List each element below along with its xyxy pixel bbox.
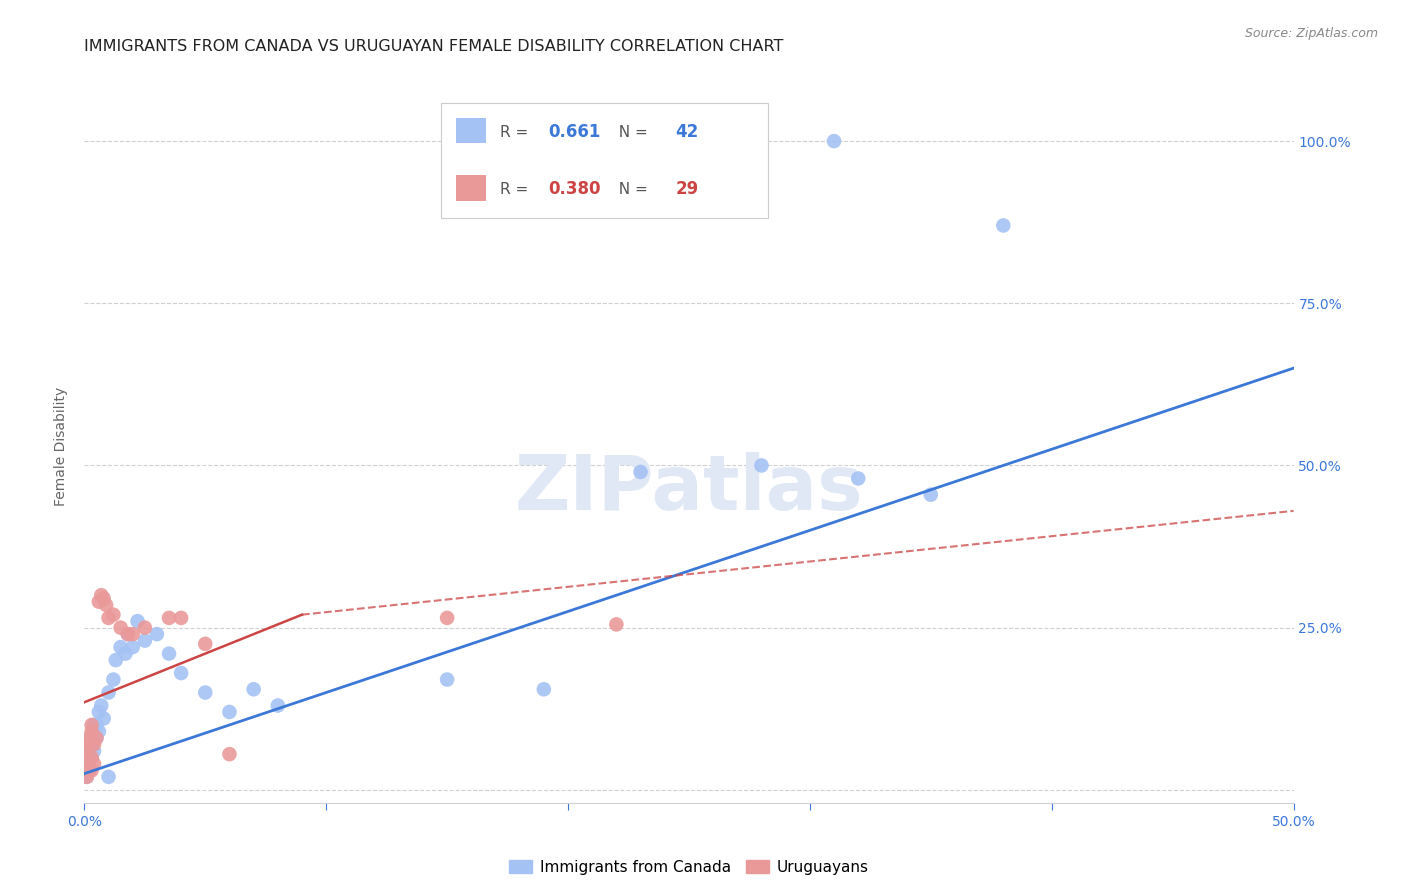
Text: R =: R = [501,125,533,139]
Point [110,640,132,654]
Point [87,724,110,739]
Point [157,647,180,661]
Point [218,705,240,719]
Point [117,627,139,641]
Point [86,731,108,745]
Point [97,770,120,784]
Point [114,647,136,661]
Point [218,747,240,761]
Point [920,488,942,502]
Point [93,591,115,606]
Point [242,682,264,697]
Text: 29: 29 [676,180,699,198]
Point [77,756,100,771]
Point [127,614,149,628]
Point [83,744,105,758]
Point [605,617,627,632]
Point [436,673,458,687]
FancyBboxPatch shape [456,118,486,144]
Point [90,588,112,602]
Text: 0.661: 0.661 [548,123,600,141]
Point [97,611,120,625]
Point [83,718,105,732]
Point [90,698,112,713]
Point [76,770,98,784]
FancyBboxPatch shape [456,175,486,201]
Point [846,471,869,485]
Point [83,724,105,739]
Point [170,611,193,625]
Point [121,640,143,654]
Point [823,134,845,148]
Text: N =: N = [609,182,652,196]
Point [77,744,100,758]
Point [121,627,143,641]
Text: IMMIGRANTS FROM CANADA VS URUGUAYAN FEMALE DISABILITY CORRELATION CHART: IMMIGRANTS FROM CANADA VS URUGUAYAN FEMA… [84,38,783,54]
Point [170,666,193,681]
Point [86,718,108,732]
Point [993,219,1015,233]
Point [76,770,98,784]
Point [80,750,103,764]
Point [194,637,217,651]
Point [77,764,100,778]
Y-axis label: Female Disability: Female Disability [55,386,69,506]
Point [436,611,458,625]
Point [76,764,98,778]
Text: 0.380: 0.380 [548,180,602,198]
Point [76,750,98,764]
Point [87,595,110,609]
Point [630,465,652,479]
Point [80,764,103,778]
Point [93,711,115,725]
Point [83,738,105,752]
Point [83,756,105,771]
Point [86,731,108,745]
Point [80,724,103,739]
Text: R =: R = [501,182,533,196]
Point [77,738,100,752]
FancyBboxPatch shape [441,103,768,218]
Point [267,698,290,713]
Text: N =: N = [609,125,652,139]
Point [117,627,139,641]
Point [533,682,555,697]
Point [80,750,103,764]
Point [80,718,103,732]
Point [87,705,110,719]
Text: 42: 42 [676,123,699,141]
Point [194,685,217,699]
Point [97,685,120,699]
Legend: Immigrants from Canada, Uruguayans: Immigrants from Canada, Uruguayans [503,854,875,880]
Point [134,621,156,635]
Point [76,744,98,758]
Point [80,731,103,745]
Point [94,598,117,612]
Point [146,627,169,641]
Point [104,653,127,667]
Point [103,673,125,687]
Text: Source: ZipAtlas.com: Source: ZipAtlas.com [1244,27,1378,40]
Point [110,621,132,635]
Point [76,756,98,771]
Point [103,607,125,622]
Point [157,611,180,625]
Text: ZIPatlas: ZIPatlas [515,452,863,525]
Point [134,633,156,648]
Point [77,731,100,745]
Point [77,738,100,752]
Point [751,458,773,473]
